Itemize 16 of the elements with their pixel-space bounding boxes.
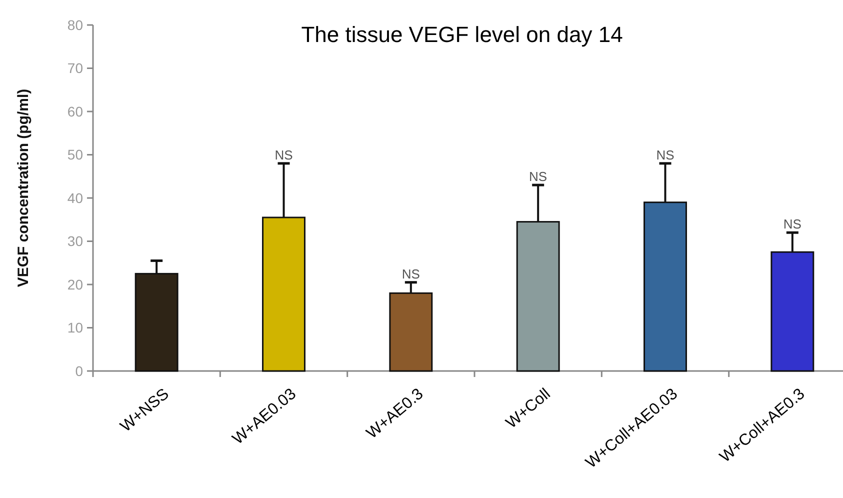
y-tick-label: 0 xyxy=(75,362,84,379)
y-tick-label: 40 xyxy=(67,190,84,206)
y-tick-label: 70 xyxy=(67,60,84,76)
y-tick-label: 20 xyxy=(67,276,84,292)
y-tick-label: 30 xyxy=(67,233,84,250)
annotation: NS xyxy=(274,147,294,162)
annotation: NS xyxy=(656,147,675,162)
annotation: NS xyxy=(783,216,802,232)
y-tick-label: 60 xyxy=(67,103,84,120)
chart-title: The tissue VEGF level on day 14 xyxy=(301,22,623,47)
annotation: NS xyxy=(529,169,548,184)
y-axis-title: VEGF concentration (pg/ml) xyxy=(15,88,32,288)
y-tick-label: 50 xyxy=(67,146,84,163)
annotation: NS xyxy=(402,266,420,282)
y-tick-label: 10 xyxy=(67,320,84,336)
y-tick-label: 80 xyxy=(67,16,84,33)
